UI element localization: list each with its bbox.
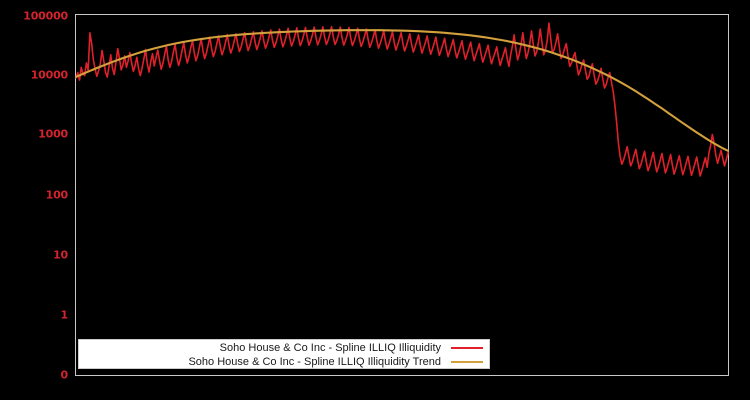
legend-swatch-illiquidity-trend bbox=[451, 361, 483, 363]
y-axis-tick-label: 10000 bbox=[30, 68, 68, 82]
series-line-illiquidity bbox=[75, 22, 729, 177]
series-layer bbox=[74, 22, 730, 177]
legend-label-illiquidity-trend: Soho House & Co Inc - Spline ILLIQ Illiq… bbox=[188, 355, 441, 368]
y-axis-tick-label: 100000 bbox=[23, 9, 68, 23]
legend-label-illiquidity: Soho House & Co Inc - Spline ILLIQ Illiq… bbox=[219, 341, 441, 354]
y-axis-tick-label: 1 bbox=[60, 308, 69, 322]
y-axis-tick-label: 0 bbox=[60, 368, 69, 382]
y-axis-tick-label: 100 bbox=[45, 188, 69, 202]
chart-legend[interactable]: Soho House & Co Inc - Spline ILLIQ Illiq… bbox=[78, 339, 490, 369]
legend-entry-illiquidity[interactable]: Soho House & Co Inc - Spline ILLIQ Illiq… bbox=[79, 341, 489, 355]
legend-swatch-illiquidity bbox=[451, 347, 483, 349]
series-line-illiquidity-trend bbox=[74, 29, 730, 152]
y-axis-tick-label: 10 bbox=[53, 248, 68, 262]
plot-area-frame bbox=[75, 14, 729, 376]
legend-entry-illiquidity-trend[interactable]: Soho House & Co Inc - Spline ILLIQ Illiq… bbox=[79, 355, 489, 369]
y-axis-tick-label: 1000 bbox=[38, 127, 68, 141]
